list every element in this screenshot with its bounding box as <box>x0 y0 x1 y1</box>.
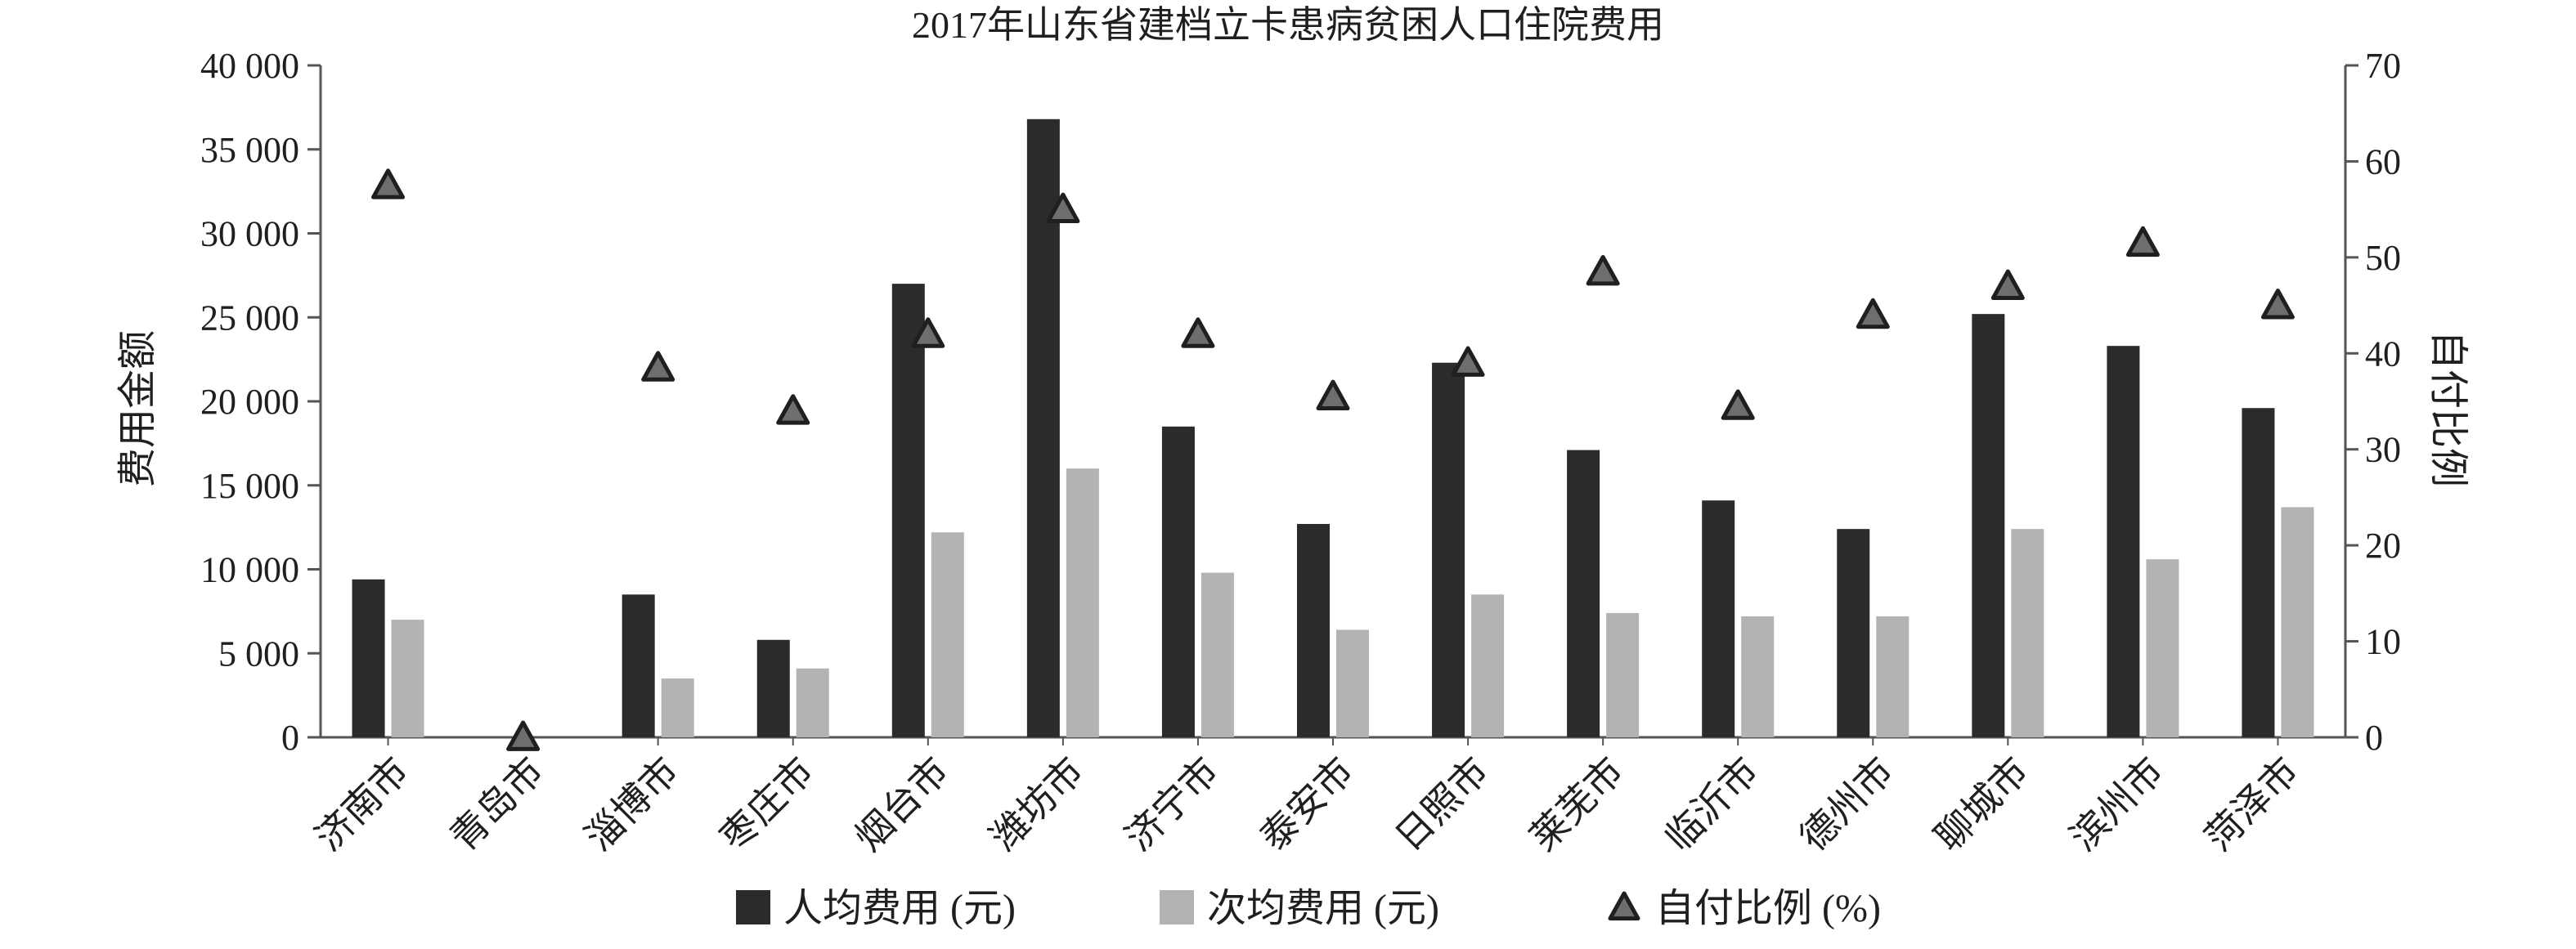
category-label: 枣庄市 <box>712 750 822 859</box>
self-pay-point <box>776 394 810 425</box>
self-pay-point <box>1856 298 1890 329</box>
category-label: 济宁市 <box>1117 750 1227 859</box>
self-pay-point <box>1451 346 1485 377</box>
bar-per-visit <box>2011 529 2044 737</box>
bar-per-visit <box>1741 616 1775 737</box>
bar-per-visit <box>1876 616 1910 737</box>
bar-per-capita <box>1297 524 1330 737</box>
bar-per-capita <box>2242 408 2275 737</box>
y2-tick-label: 60 <box>2365 141 2401 181</box>
y2-tick-label: 20 <box>2365 526 2401 566</box>
chart-title: 2017年山东省建档立卡患病贫困人口住院费用 <box>912 4 1664 46</box>
bar-per-visit <box>2281 507 2314 737</box>
category-label: 青岛市 <box>442 750 552 859</box>
y2-tick-label: 0 <box>2365 718 2383 758</box>
self-pay-point <box>911 317 945 348</box>
category-label: 泰安市 <box>1252 750 1362 859</box>
y2-tick-label: 10 <box>2365 622 2401 662</box>
self-pay-point <box>1316 379 1350 411</box>
y-tick-label: 30 000 <box>200 214 299 254</box>
self-pay-point <box>1990 269 2025 300</box>
legend: 人均费用 (元) 次均费用 (元) 自付比例 (%) <box>736 887 1881 930</box>
self-pay-point <box>1181 317 1215 348</box>
legend-label-per-capita: 人均费用 (元) <box>783 887 1016 930</box>
legend-label-self-pay: 自付比例 (%) <box>1655 887 1881 930</box>
bar-per-visit <box>2146 559 2179 737</box>
y-tick-label: 25 000 <box>200 298 299 338</box>
bar-per-capita <box>1837 529 1870 737</box>
self-pay-point <box>1046 192 1080 224</box>
y-tick-label: 20 000 <box>200 382 299 422</box>
y2-axis-title: 自付比例 <box>2426 330 2470 487</box>
legend-swatch-per-capita <box>736 890 770 924</box>
y-tick-label: 35 000 <box>200 130 299 170</box>
category-label: 潍坊市 <box>982 750 1092 859</box>
category-label: 莱芜市 <box>1523 750 1632 859</box>
bar-per-capita <box>756 639 790 737</box>
bar-per-visit <box>1471 594 1505 737</box>
legend-label-per-visit: 次均费用 (元) <box>1207 887 1439 930</box>
category-label: 临沂市 <box>1658 750 1767 859</box>
bar-per-visit <box>796 668 829 737</box>
bar-per-visit <box>1336 629 1369 737</box>
y-tick-label: 40 000 <box>200 46 299 86</box>
category-label: 日照市 <box>1387 750 1497 859</box>
bar-per-capita <box>1972 314 2005 737</box>
category-label: 济南市 <box>307 750 417 859</box>
bar-per-capita <box>891 284 925 737</box>
bar-per-visit <box>391 620 424 737</box>
bar-per-visit <box>1606 612 1640 737</box>
y2-tick-label: 30 <box>2365 430 2401 470</box>
category-label: 烟台市 <box>847 750 957 859</box>
y-tick-label: 5 000 <box>218 633 299 674</box>
y2-tick-label: 40 <box>2365 333 2401 374</box>
self-pay-point <box>2125 226 2160 257</box>
self-pay-point <box>2260 289 2295 320</box>
self-pay-point <box>371 168 406 199</box>
bar-per-visit <box>1200 572 1234 737</box>
category-label: 菏泽市 <box>2197 750 2307 859</box>
y2-tick-label: 70 <box>2365 46 2401 86</box>
bar-per-capita <box>1567 450 1600 737</box>
y-tick-label: 10 000 <box>200 550 299 590</box>
bar-per-capita <box>352 579 385 737</box>
category-label: 淄博市 <box>577 750 687 859</box>
legend-swatch-self-pay <box>1608 891 1640 921</box>
bar-per-visit <box>1066 468 1099 737</box>
bar-per-capita <box>1432 362 1465 737</box>
bar-per-visit <box>661 678 694 737</box>
bar-per-capita <box>1702 500 1735 737</box>
plot-area: 0 5 000 10 000 15 000 20 000 25 000 30 000 35 0… <box>200 46 2401 859</box>
bar-per-capita <box>1161 426 1195 737</box>
y-tick-label: 15 000 <box>200 466 299 506</box>
self-pay-point <box>641 351 675 382</box>
legend-swatch-per-visit <box>1160 890 1194 924</box>
category-label: 聊城市 <box>1928 750 2037 859</box>
y-tick-label: 0 <box>281 718 299 758</box>
self-pay-point <box>1586 254 1620 286</box>
y-axis-title: 费用金额 <box>116 330 159 487</box>
y2-tick-label: 50 <box>2365 238 2401 278</box>
bar-per-capita <box>2107 346 2140 737</box>
bar-per-capita <box>622 594 655 737</box>
category-label: 德州市 <box>1793 750 1902 859</box>
category-label: 滨州市 <box>2062 750 2172 859</box>
self-pay-point <box>506 720 541 751</box>
bar-per-visit <box>931 532 964 737</box>
self-pay-point <box>1721 389 1755 420</box>
